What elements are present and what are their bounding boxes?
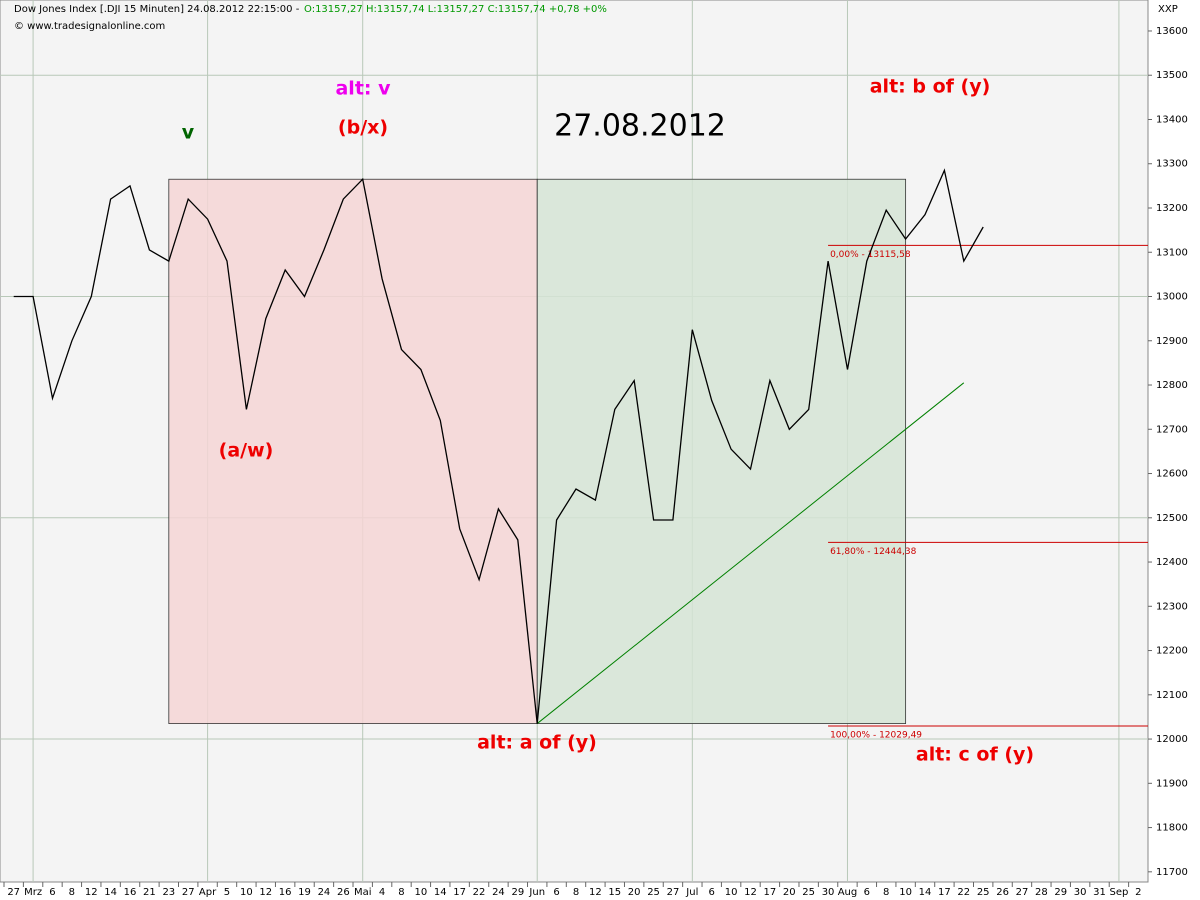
y-tick-label: 12700 [1156,424,1188,435]
x-tick-label: 10 [240,887,253,898]
x-tick-label: Jun [528,887,545,898]
x-tick-label: Mrz [24,887,42,898]
x-tick-label: 29 [1054,887,1067,898]
x-tick-label: 24 [492,887,505,898]
y-tick-label: 12200 [1156,646,1188,657]
x-tick-label: 17 [764,887,777,898]
x-tick-label: Apr [199,887,217,898]
x-tick-label: 12 [85,887,98,898]
fib-label: 0,00% - 13115,58 [830,250,911,260]
y-tick-label: 12800 [1156,380,1188,391]
x-tick-label: 8 [573,887,579,898]
price-line [13,168,984,724]
trendline [536,382,965,724]
x-tick-label: 23 [162,887,175,898]
x-tick-label: 25 [977,887,990,898]
annotation: alt: v [335,78,391,100]
annotation: alt: a of (y) [477,732,597,754]
fib-label: 100,00% - 12029,49 [830,731,922,741]
symbol-code: XXP [1158,4,1178,15]
x-tick-label: 26 [996,887,1009,898]
y-tick-label: 12600 [1156,469,1188,480]
source: © www.tradesignalonline.com [14,21,165,32]
x-tick-label: 8 [883,887,889,898]
y-tick-label: 12000 [1156,734,1188,745]
x-tick-label: 28 [1035,887,1048,898]
x-tick-label: Aug [838,887,858,898]
y-tick-label: 11900 [1156,778,1188,789]
quote: O:13157,27 H:13157,74 L:13157,27 C:13157… [304,4,607,15]
x-tick-label: 6 [864,887,870,898]
x-tick-label: 14 [434,887,447,898]
x-tick-label: 8 [69,887,75,898]
x-tick-label: 12 [259,887,272,898]
x-tick-label: 10 [899,887,912,898]
annotation: 27.08.2012 [554,109,726,144]
x-tick-label: 6 [49,887,55,898]
x-tick-label: 30 [822,887,835,898]
x-tick-label: 20 [783,887,796,898]
x-tick-label: 4 [379,887,385,898]
x-tick-label: 5 [224,887,230,898]
y-tick-label: 11700 [1156,867,1188,878]
annotation: alt: b of (y) [870,76,991,98]
zone-box [168,178,538,724]
annotation: alt: c of (y) [916,744,1034,766]
x-tick-label: 26 [337,887,350,898]
x-tick-label: 22 [473,887,486,898]
y-tick-label: 11800 [1156,823,1188,834]
x-tick-label: 10 [415,887,428,898]
x-tick-label: 27 [7,887,20,898]
y-tick-label: 13100 [1156,247,1188,258]
x-tick-label: 14 [919,887,932,898]
x-tick-label: 8 [398,887,404,898]
x-tick-label: 17 [453,887,466,898]
annotation: (a/w) [219,440,274,462]
x-tick-label: Jul [685,887,698,898]
x-tick-label: 16 [124,887,137,898]
x-tick-label: 14 [104,887,117,898]
x-tick-label: 30 [1074,887,1087,898]
x-tick-label: 6 [709,887,715,898]
y-tick-label: 12500 [1156,513,1188,524]
y-tick-label: 12100 [1156,690,1188,701]
zone-box [536,178,907,724]
x-tick-label: 19 [298,887,311,898]
chart-title: Dow Jones Index [.DJI 15 Minuten] 24.08.… [14,4,300,15]
x-tick-label: 25 [647,887,660,898]
x-tick-label: 12 [589,887,602,898]
y-tick-label: 13500 [1156,70,1188,81]
x-tick-label: 22 [957,887,970,898]
x-tick-label: 29 [511,887,524,898]
y-tick-label: 12300 [1156,601,1188,612]
x-tick-label: 31 [1093,887,1106,898]
y-tick-label: 13600 [1156,26,1188,37]
fib-label: 61,80% - 12444,38 [830,547,917,557]
x-tick-label: 24 [318,887,331,898]
annotation: v [182,122,195,144]
x-tick-label: Sep [1109,887,1128,898]
y-tick-label: 13000 [1156,292,1188,303]
y-tick-label: 12900 [1156,336,1188,347]
x-tick-label: 20 [628,887,641,898]
x-tick-label: 2 [1135,887,1141,898]
y-tick-label: 13200 [1156,203,1188,214]
x-tick-label: 27 [1016,887,1029,898]
y-tick-label: 12400 [1156,557,1188,568]
y-tick-label: 13300 [1156,159,1188,170]
x-tick-label: 10 [725,887,738,898]
x-tick-label: 27 [182,887,195,898]
x-tick-label: 16 [279,887,292,898]
x-tick-label: 25 [802,887,815,898]
x-tick-label: 21 [143,887,156,898]
x-tick-label: 27 [667,887,680,898]
annotation: (b/x) [338,117,388,139]
x-tick-label: 6 [553,887,559,898]
y-tick-label: 13400 [1156,114,1188,125]
x-tick-label: 15 [608,887,621,898]
x-tick-label: Mai [354,887,372,898]
x-tick-label: 12 [744,887,757,898]
x-tick-label: 17 [938,887,951,898]
